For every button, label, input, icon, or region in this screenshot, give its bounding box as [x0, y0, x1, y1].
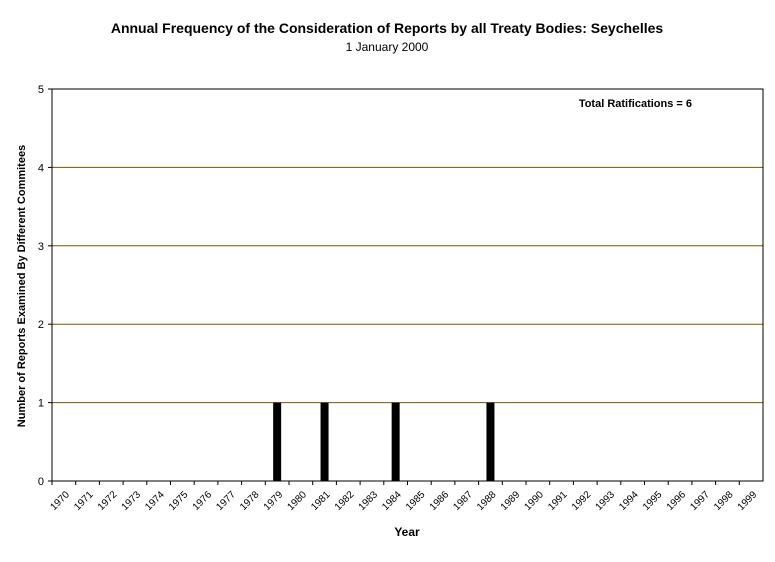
- x-tick-label: 1992: [570, 489, 594, 513]
- x-tick-label: 1973: [120, 489, 144, 513]
- x-tick-label: 1984: [380, 489, 404, 513]
- x-tick-label: 1985: [404, 489, 428, 513]
- x-tick-label: 1978: [238, 489, 262, 513]
- x-tick-label: 1997: [688, 489, 712, 513]
- x-axis-label: Year: [394, 525, 420, 539]
- x-tick-label: 1979: [262, 489, 286, 513]
- x-tick-label: 1977: [214, 489, 238, 513]
- x-tick-label: 1994: [617, 489, 641, 513]
- x-tick-label: 1990: [522, 489, 546, 513]
- chart-subtitle: 1 January 2000: [346, 40, 429, 54]
- bar-1981: [320, 402, 329, 481]
- x-tick-labels: 1970 1971 1972 1973 1974 1975 1976 1977 1978 1979…: [48, 481, 760, 513]
- y-tick-label: 1: [38, 398, 44, 410]
- x-tick-label: 1999: [736, 489, 760, 513]
- x-tick-label: 1972: [96, 489, 120, 513]
- bar-1984: [391, 402, 400, 481]
- x-tick-label: 1987: [451, 489, 475, 513]
- x-tick-label: 1996: [665, 489, 689, 513]
- x-tick-label: 1974: [143, 489, 167, 513]
- x-tick-label: 1991: [546, 489, 570, 513]
- x-tick-label: 1976: [191, 489, 215, 513]
- x-tick-label: 1995: [641, 489, 665, 513]
- x-tick-label: 1975: [167, 489, 191, 513]
- plot-frame: [51, 88, 764, 482]
- y-tick-labels: 0 1 2 3 4 5: [38, 84, 52, 488]
- y-tick-label: 5: [38, 84, 44, 96]
- x-tick-label: 1982: [333, 489, 357, 513]
- x-tick-label: 1988: [475, 489, 499, 513]
- y-axis-label: Number of Reports Examined By Different …: [16, 145, 28, 427]
- bar-1979: [273, 402, 282, 481]
- y-tick-label: 2: [38, 319, 44, 331]
- chart-title: Annual Frequency of the Consideration of…: [111, 20, 664, 36]
- bar-1988: [486, 402, 495, 481]
- x-tick-label: 1983: [357, 489, 381, 513]
- gridlines: [52, 166, 763, 404]
- x-tick-label: 1970: [48, 489, 72, 513]
- x-tick-label: 1971: [72, 489, 96, 513]
- total-ratifications-annotation: Total Ratifications = 6: [579, 98, 692, 110]
- bars: [273, 402, 495, 481]
- x-tick-label: 1980: [285, 489, 309, 513]
- y-tick-label: 0: [38, 476, 44, 488]
- y-tick-label: 3: [38, 241, 44, 253]
- x-tick-label: 1989: [499, 489, 523, 513]
- x-tick-label: 1993: [594, 489, 618, 513]
- x-tick-label: 1986: [428, 489, 452, 513]
- y-tick-label: 4: [38, 162, 44, 174]
- x-tick-label: 1981: [309, 489, 333, 513]
- x-tick-label: 1998: [712, 489, 736, 513]
